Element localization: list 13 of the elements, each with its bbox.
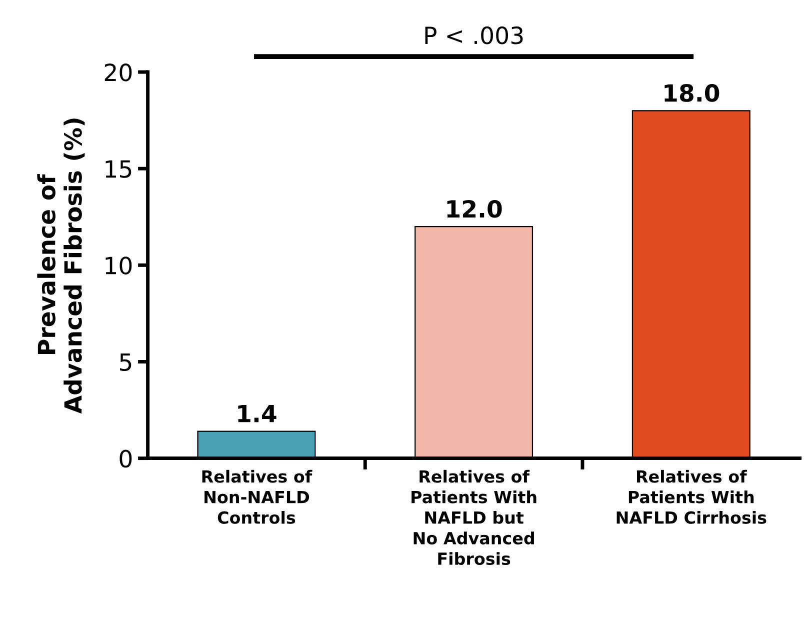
y-tick-label: 0: [120, 450, 132, 468]
y-tick-label: 15: [106, 160, 132, 178]
y-tick-label: 5: [120, 353, 132, 372]
data-label: 12.0: [447, 200, 502, 218]
x-tick-label: Relatives of Non-NAFLD Controls: [202, 470, 312, 524]
data-label: 1.4: [238, 404, 276, 422]
x-tick-label: Relatives of Patients With NAFLD but No Advanced Fibrosis: [412, 470, 536, 566]
data-label: 18.0: [664, 84, 720, 102]
y-tick-label: 20: [104, 63, 132, 82]
x-tick-label: Relatives of Patients With NAFLD Cirrhosis: [616, 470, 766, 524]
y-axis-title: Prevalence of Advanced Fibrosis (%): [37, 118, 85, 414]
text: P < .003: [425, 26, 523, 44]
y-tick-label: 10: [106, 256, 132, 274]
